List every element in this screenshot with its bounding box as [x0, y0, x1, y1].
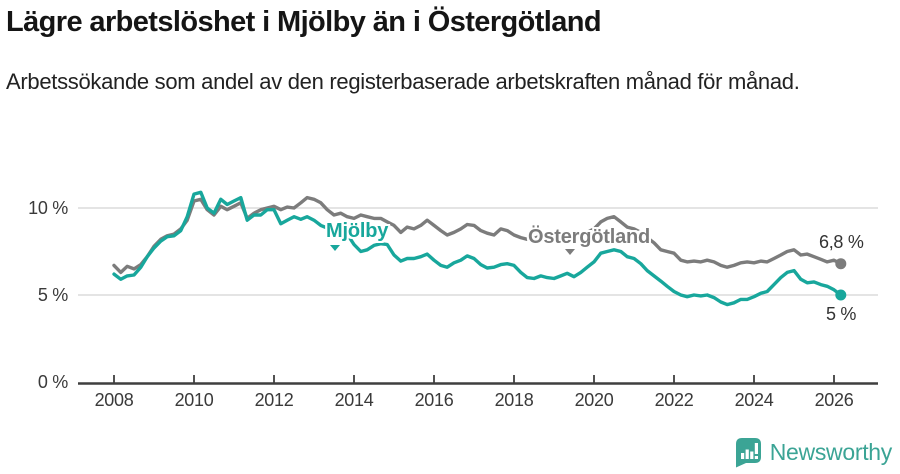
- series-label-pointer-icon: [330, 245, 340, 251]
- x-axis-tick-label: 2008: [94, 390, 134, 410]
- y-axis-tick-label: 5 %: [37, 285, 68, 305]
- gridlines: [78, 207, 878, 296]
- x-axis-tick-label: 2020: [574, 390, 614, 410]
- x-axis-tick-label: 2012: [254, 390, 294, 410]
- x-axis-tick-label: 2018: [494, 390, 534, 410]
- series-label-mjolby: Mjölby: [326, 220, 389, 242]
- x-axis-tick-label: 2024: [734, 390, 774, 410]
- newsworthy-branding: Newsworthy: [732, 436, 892, 468]
- series-label-ostergotland: Östergötland: [528, 226, 651, 248]
- chart-subtitle: Arbetssökande som andel av den registerb…: [6, 69, 800, 95]
- end-value-label-mjolby: 5 %: [826, 304, 857, 324]
- series-end-dot-ostergotland: [835, 258, 847, 270]
- x-axis-tick-label: 2016: [414, 390, 454, 410]
- x-axis: [78, 375, 878, 385]
- end-value-label-ostergotland: 6,8 %: [819, 232, 864, 252]
- y-axis-tick-label: 0 %: [37, 372, 68, 392]
- x-axis-tick-label: 2026: [814, 390, 854, 410]
- series-label-pointer-icon: [565, 249, 575, 255]
- chart-header: Lägre arbetslöshet i Mjölby än i Östergö…: [6, 6, 890, 98]
- newsworthy-logo-text: Newsworthy: [769, 438, 893, 465]
- x-axis-tick-label: 2010: [174, 390, 214, 410]
- x-axis-tick-label: 2022: [654, 390, 694, 410]
- series-line-mjolby: [112, 190, 843, 307]
- newsworthy-chart-bubble-icon: [735, 438, 761, 468]
- page-title: Lägre arbetslöshet i Mjölby än i Östergö…: [6, 6, 602, 38]
- series-end-dot-mjolby: [835, 289, 847, 301]
- x-axis-tick-label: 2014: [334, 390, 374, 410]
- series-line-ostergotland: [112, 195, 843, 275]
- y-axis-tick-label: 10 %: [28, 198, 68, 218]
